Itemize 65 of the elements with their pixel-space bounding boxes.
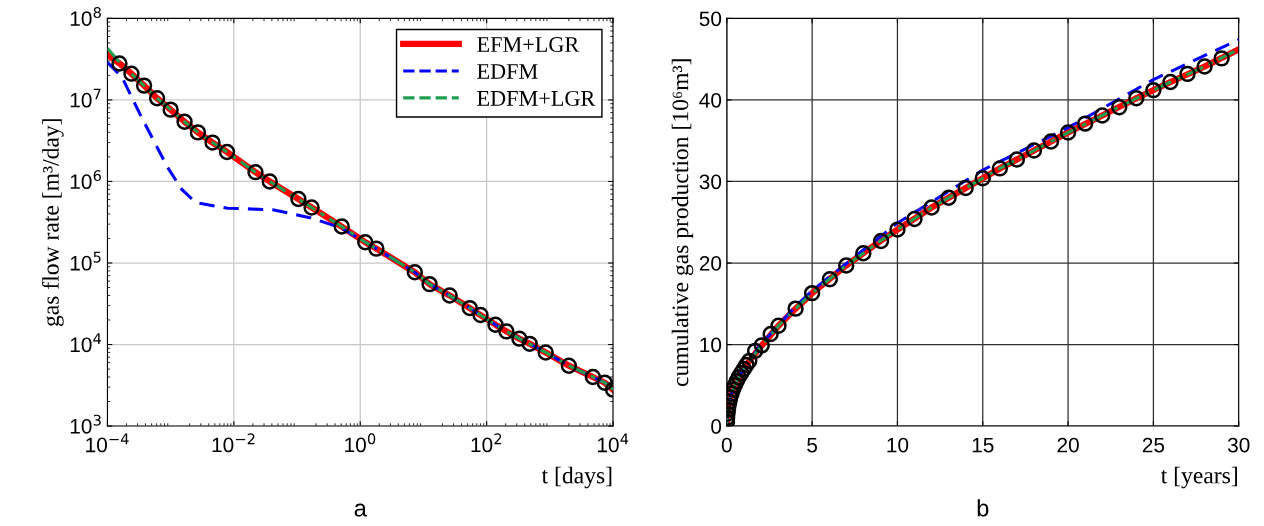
x-tick-label: 10$^{4}$ xyxy=(597,433,629,453)
x-tick-label: 0 xyxy=(721,437,732,453)
point xyxy=(1111,99,1128,116)
point xyxy=(923,199,940,216)
y-tick-label: 40 xyxy=(699,92,722,108)
x-tick-label: 10$^{2}$ xyxy=(471,433,502,453)
point xyxy=(1213,50,1230,67)
point xyxy=(762,325,779,343)
point xyxy=(1042,133,1060,150)
point xyxy=(1059,124,1077,141)
y-tick-label: 30 xyxy=(699,174,722,190)
y-tick-label: 10$^{8}$ xyxy=(70,7,101,26)
point xyxy=(787,300,804,317)
point xyxy=(741,352,758,370)
point xyxy=(940,189,957,206)
y-axis-title: gas flow rate [m³/day] xyxy=(41,119,64,327)
point xyxy=(1196,58,1213,75)
y-tick-label: 0 xyxy=(711,419,722,434)
x-tick-label: 10$^{−4}$ xyxy=(86,433,129,453)
point xyxy=(974,170,991,187)
x-tick-label: 5 xyxy=(807,437,818,453)
point xyxy=(746,342,764,360)
y-tick-label: 10$^{7}$ xyxy=(70,88,101,108)
point xyxy=(991,160,1009,177)
point xyxy=(821,271,839,288)
text: b xyxy=(977,499,989,517)
point xyxy=(803,284,821,302)
point xyxy=(1145,81,1162,99)
y-tick-label: 10$^{4}$ xyxy=(70,333,102,353)
x-axis-title: t [years] xyxy=(1160,466,1237,489)
y-tick-label: 20 xyxy=(699,256,722,271)
x-tick-label: 10 xyxy=(887,437,909,453)
point xyxy=(957,179,974,197)
point xyxy=(753,337,770,354)
point xyxy=(855,245,872,262)
point xyxy=(1025,142,1043,159)
legend-label: EFM+LGR xyxy=(477,37,580,52)
point xyxy=(1179,65,1196,83)
point xyxy=(738,356,755,374)
y-axis-title: cumulative gas production [10⁶m³] xyxy=(671,59,694,387)
point xyxy=(770,317,787,334)
point xyxy=(1094,107,1111,124)
x-tick-label: 25 xyxy=(1142,437,1165,453)
x-tick-label: 10$^{0}$ xyxy=(345,433,376,453)
y-tick-label: 50 xyxy=(699,11,722,27)
y-tick-label: 10 xyxy=(700,337,722,353)
x-axis-title: t [days] xyxy=(541,466,612,489)
y-tick-label: 10$^{5}$ xyxy=(70,251,101,271)
point xyxy=(872,232,890,250)
point xyxy=(1008,151,1026,168)
point xyxy=(1128,90,1145,107)
point xyxy=(1162,73,1179,91)
point xyxy=(1076,115,1094,132)
x-tick-label: 30 xyxy=(1227,437,1250,453)
point xyxy=(838,257,855,274)
x-tick-label: 20 xyxy=(1057,437,1079,453)
y-tick-label: 10$^{3}$ xyxy=(70,414,101,434)
x-tick-label: 15 xyxy=(972,437,994,453)
point xyxy=(906,210,923,228)
point xyxy=(889,221,906,238)
legend-label: EDFM xyxy=(477,64,538,79)
x-tick-label: 10$^{−2}$ xyxy=(212,433,255,453)
y-tick-label: 10$^{6}$ xyxy=(70,170,101,190)
text: a xyxy=(354,503,367,517)
legend-label: EDFM+LGR xyxy=(477,90,596,106)
